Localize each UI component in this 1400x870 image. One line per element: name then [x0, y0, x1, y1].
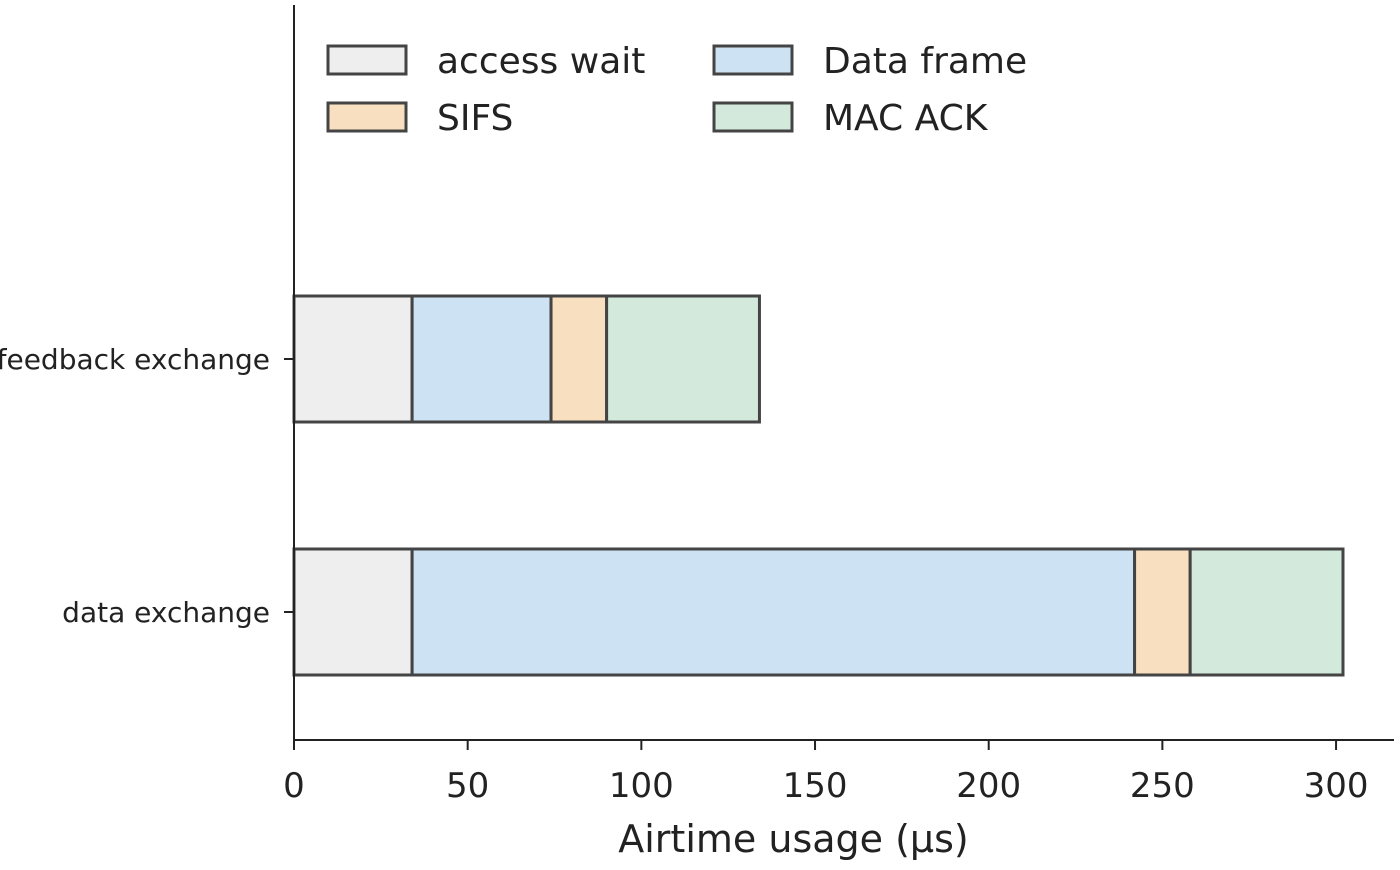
bar-feedback-exchange-data-frame [410, 294, 553, 424]
legend: access wait SIFS Data frame MAC ACK [326, 41, 1027, 139]
legend-swatch-access-wait [326, 44, 408, 76]
x-tick-label: 250 [1130, 766, 1195, 806]
legend-label-data-frame: Data frame [823, 41, 1027, 82]
x-axis-label: Airtime usage (µs) [618, 817, 968, 861]
legend-label-access-wait: access wait [437, 41, 645, 82]
bar-data-exchange-access-wait [292, 547, 414, 677]
x-tick-label: 150 [783, 766, 848, 806]
bar-data-exchange-mac-ack [1188, 547, 1345, 677]
x-tick-label: 300 [1304, 766, 1369, 806]
x-tick-label: 50 [446, 766, 489, 806]
x-tick-label: 0 [283, 766, 305, 806]
y-tick-label: data exchange [62, 596, 270, 629]
bar-data-exchange-data-frame [410, 547, 1137, 677]
legend-swatch-data-frame [712, 44, 794, 76]
bars-group [292, 294, 1345, 677]
y-tick-label: feedback exchange [0, 343, 270, 376]
x-tick-label: 200 [956, 766, 1021, 806]
bar-feedback-exchange-access-wait [292, 294, 414, 424]
legend-label-mac-ack: MAC ACK [823, 98, 989, 139]
legend-swatch-sifs [326, 101, 408, 133]
x-ticks-group: 0 50 100 150 200 250 300 [283, 740, 1369, 806]
axes-group [293, 5, 1394, 741]
bar-feedback-exchange-sifs [549, 294, 609, 424]
bar-feedback-exchange-mac-ack [605, 294, 761, 424]
y-ticks-group: feedback exchange data exchange [0, 343, 294, 629]
legend-label-sifs: SIFS [437, 98, 513, 139]
legend-swatch-mac-ack [712, 101, 794, 133]
x-tick-label: 100 [609, 766, 674, 806]
bar-data-exchange-sifs [1133, 547, 1192, 677]
